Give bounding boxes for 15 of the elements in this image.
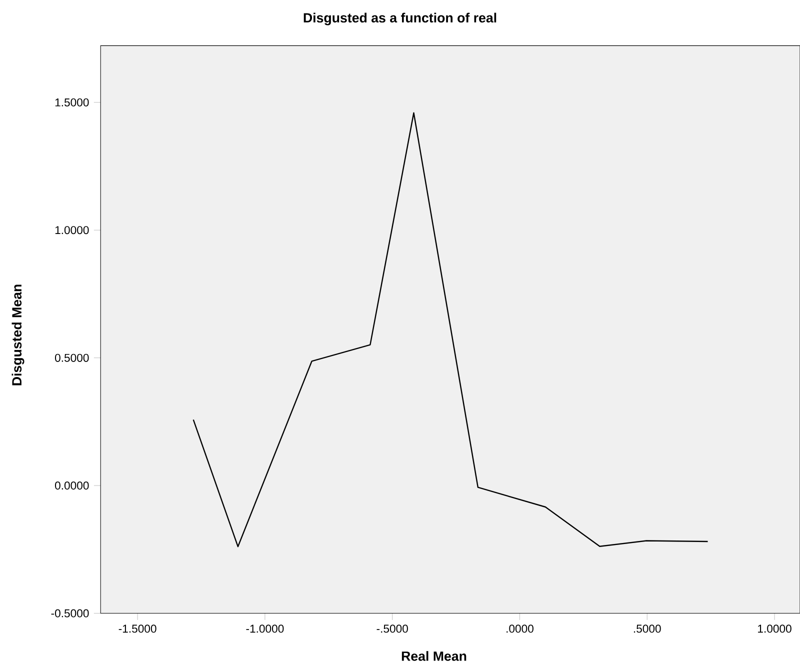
chart-title: Disgusted as a function of real	[304, 12, 496, 26]
x-axis-title: Real Mean	[402, 651, 466, 661]
y-axis-title: Disgusted Mean	[12, 284, 24, 386]
x-tick-label: .0000	[506, 624, 534, 633]
line-series	[192, 112, 708, 548]
x-tick-label: -1.0000	[246, 624, 284, 633]
x-tick-label: -1.5000	[118, 624, 156, 633]
y-tick-label: 0.5000	[55, 354, 89, 362]
x-tick-label: 1.0000	[758, 624, 792, 633]
y-tick-label: 0.0000	[55, 482, 89, 490]
y-tick-label: -0.5000	[51, 609, 89, 618]
x-tick-label: .5000	[634, 624, 661, 633]
y-tick-label: 1.0000	[55, 226, 89, 234]
x-tick-label: -.5000	[376, 624, 408, 633]
y-tick-label: 1.5000	[55, 98, 89, 106]
